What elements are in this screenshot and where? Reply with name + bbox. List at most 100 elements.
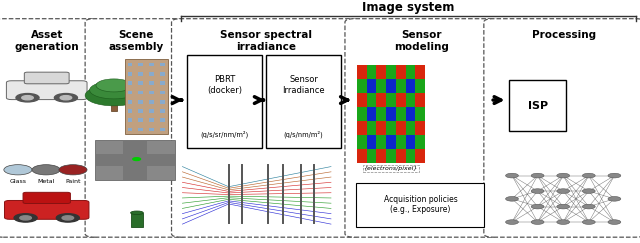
Text: (q/s/nm/m²): (q/s/nm/m²) — [284, 131, 324, 139]
Bar — [149, 91, 154, 94]
Bar — [125, 59, 168, 134]
Bar — [138, 72, 143, 76]
Bar — [138, 109, 143, 113]
FancyBboxPatch shape — [23, 192, 70, 203]
Circle shape — [557, 220, 570, 224]
Circle shape — [90, 81, 138, 99]
Text: Asset
generation: Asset generation — [15, 30, 79, 52]
Bar — [149, 118, 154, 122]
Circle shape — [56, 214, 79, 222]
Text: Sensor
Irradiance: Sensor Irradiance — [282, 75, 325, 95]
Circle shape — [608, 197, 621, 201]
FancyBboxPatch shape — [24, 72, 69, 84]
Circle shape — [582, 173, 595, 178]
Circle shape — [20, 216, 31, 220]
Ellipse shape — [131, 211, 143, 215]
Bar — [149, 109, 154, 113]
Bar — [127, 72, 132, 76]
Text: Paint: Paint — [65, 179, 81, 184]
Bar — [138, 63, 143, 66]
Circle shape — [608, 173, 621, 178]
Bar — [111, 96, 117, 111]
Circle shape — [531, 220, 544, 224]
Circle shape — [85, 85, 143, 106]
Bar — [123, 139, 147, 180]
FancyBboxPatch shape — [4, 200, 89, 219]
Bar — [149, 128, 154, 131]
Bar — [138, 91, 143, 94]
Circle shape — [557, 204, 570, 209]
Bar — [95, 139, 175, 180]
Circle shape — [96, 79, 132, 92]
Bar — [127, 128, 132, 131]
Circle shape — [14, 214, 37, 222]
FancyBboxPatch shape — [6, 81, 87, 100]
Bar — [160, 72, 164, 76]
Circle shape — [557, 173, 570, 178]
Bar — [160, 118, 164, 122]
Bar — [356, 182, 484, 227]
Text: Sensor
modeling: Sensor modeling — [394, 30, 449, 52]
Circle shape — [608, 220, 621, 224]
Text: Acquisition policies
(e.g., Exposure): Acquisition policies (e.g., Exposure) — [383, 195, 458, 214]
Circle shape — [22, 96, 33, 100]
Circle shape — [62, 216, 74, 220]
Text: PBRT
(docker): PBRT (docker) — [207, 75, 242, 95]
Bar — [160, 128, 164, 131]
Circle shape — [582, 220, 595, 224]
Bar — [160, 81, 164, 85]
Circle shape — [531, 173, 544, 178]
Bar — [127, 91, 132, 94]
Text: Metal: Metal — [37, 179, 55, 184]
Circle shape — [506, 220, 518, 224]
Bar — [138, 128, 143, 131]
Text: (q/s/sr/nm/m²): (q/s/sr/nm/m²) — [200, 131, 248, 139]
Bar — [149, 81, 154, 85]
Bar — [149, 72, 154, 76]
Text: ISP: ISP — [527, 101, 548, 111]
Circle shape — [506, 173, 518, 178]
Circle shape — [557, 189, 570, 193]
Bar — [138, 100, 143, 104]
Bar — [160, 109, 164, 113]
Circle shape — [582, 189, 595, 193]
Bar — [266, 55, 341, 148]
Bar — [160, 100, 164, 104]
Bar — [149, 63, 154, 66]
Text: Processing: Processing — [532, 30, 596, 40]
Circle shape — [16, 94, 39, 102]
Circle shape — [582, 204, 595, 209]
Bar — [160, 91, 164, 94]
Circle shape — [133, 158, 141, 160]
Bar — [127, 109, 132, 113]
Bar — [127, 63, 132, 66]
Circle shape — [60, 96, 72, 100]
Bar — [127, 100, 132, 104]
Bar — [138, 81, 143, 85]
Bar — [138, 118, 143, 122]
Circle shape — [506, 197, 518, 201]
Text: {electrons/pixel}: {electrons/pixel} — [364, 166, 418, 171]
Circle shape — [32, 165, 60, 175]
Bar — [95, 154, 175, 166]
FancyBboxPatch shape — [0, 19, 100, 237]
Bar — [509, 80, 566, 131]
Circle shape — [531, 204, 544, 209]
Circle shape — [54, 94, 77, 102]
Bar — [127, 81, 132, 85]
Text: Image system: Image system — [362, 0, 454, 14]
FancyBboxPatch shape — [484, 19, 640, 237]
FancyBboxPatch shape — [172, 19, 360, 237]
Bar — [187, 55, 262, 148]
FancyBboxPatch shape — [345, 19, 499, 237]
Circle shape — [4, 165, 32, 175]
Text: Scene
assembly: Scene assembly — [109, 30, 164, 52]
Bar — [127, 118, 132, 122]
Bar — [131, 213, 143, 227]
Circle shape — [531, 189, 544, 193]
FancyBboxPatch shape — [85, 19, 188, 237]
Text: Glass: Glass — [10, 179, 26, 184]
Text: Sensor spectral
irradiance: Sensor spectral irradiance — [220, 30, 312, 52]
Circle shape — [59, 165, 87, 175]
Bar — [160, 63, 164, 66]
